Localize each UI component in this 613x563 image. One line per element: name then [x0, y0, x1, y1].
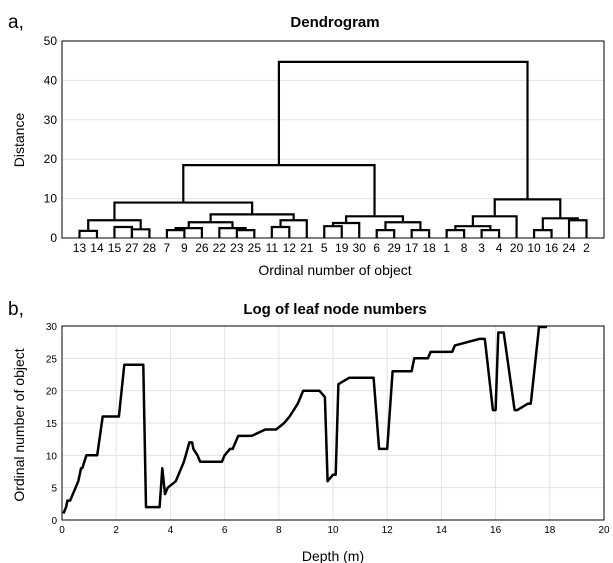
- y-tick-label: 30: [46, 322, 58, 333]
- leaf-label: 14: [90, 241, 104, 255]
- leaf-label: 30: [353, 241, 367, 255]
- y-tick-label: 40: [44, 73, 58, 87]
- leaf-label: 23: [230, 241, 244, 255]
- dendrogram-link: [445, 229, 466, 238]
- dendrogram-link: [130, 228, 151, 238]
- log-y-ticks: 0 5 10 15 20 25 30: [46, 322, 58, 527]
- leaf-label: 20: [510, 241, 524, 255]
- x-tick-label: 14: [436, 525, 448, 536]
- dendrogram-link: [480, 229, 501, 238]
- dendrogram-link: [113, 201, 254, 221]
- leaf-label: 2: [583, 241, 590, 255]
- dendrogram-link: [277, 60, 529, 200]
- x-tick-label: 4: [168, 525, 174, 536]
- y-tick-label: 30: [44, 113, 58, 127]
- dendrogram-link: [384, 221, 422, 231]
- x-tick-label: 0: [59, 525, 65, 536]
- leaf-label: 28: [143, 241, 157, 255]
- leaf-label: 19: [335, 241, 349, 255]
- y-tick-label: 15: [46, 419, 58, 430]
- y-tick-label: 10: [46, 451, 58, 462]
- y-tick-label: 25: [46, 354, 58, 365]
- leaf-label: 17: [405, 241, 419, 255]
- leaf-label: 1: [443, 241, 450, 255]
- dendrogram-link: [410, 229, 431, 238]
- x-tick-label: 6: [222, 525, 228, 536]
- y-tick-label: 0: [50, 231, 57, 245]
- leaf-label: 21: [300, 241, 314, 255]
- y-tick-label: 50: [44, 34, 58, 48]
- leaf-label: 29: [388, 241, 402, 255]
- y-tick-label: 0: [51, 516, 57, 527]
- log-axes-frame: [61, 325, 605, 521]
- leaf-label: 10: [527, 241, 541, 255]
- leaf-label: 27: [125, 241, 139, 255]
- dendrogram-link: [279, 219, 308, 238]
- leaf-label: 12: [283, 241, 297, 255]
- leaf-label: 7: [164, 241, 171, 255]
- log-title: Log of leaf node numbers: [243, 301, 426, 318]
- dendrogram-axes-frame: [61, 40, 605, 239]
- x-tick-label: 2: [113, 525, 119, 536]
- leaf-label: 25: [248, 241, 262, 255]
- leaf-label: 11: [266, 241, 279, 255]
- leaf-label: 8: [461, 241, 468, 255]
- leaf-label: 18: [422, 241, 436, 255]
- x-tick-label: 10: [327, 525, 339, 536]
- leaf-label: 15: [108, 241, 122, 255]
- dendrogram-link: [113, 225, 134, 238]
- leaf-label: 5: [321, 241, 328, 255]
- panel-b-letter: b,: [8, 299, 24, 320]
- log-series-line: [62, 325, 548, 514]
- dendrogram-grid: [62, 40, 604, 239]
- leaf-label: 9: [181, 241, 188, 255]
- leaf-label: 22: [213, 241, 227, 255]
- dendrogram-link: [182, 164, 376, 217]
- dendrogram-link: [235, 229, 256, 238]
- log-x-ticks: 0 2 4 6 8 10 12 14 16 18 20: [59, 525, 610, 536]
- leaf-label: 4: [496, 241, 503, 255]
- dendrogram-link: [567, 219, 588, 238]
- dendrogram-link: [323, 225, 343, 238]
- x-tick-label: 20: [598, 525, 610, 536]
- dendrogram-link: [375, 229, 396, 238]
- x-tick-label: 16: [490, 525, 502, 536]
- log-y-label: Ordinal number of object: [11, 348, 27, 501]
- leaf-label: 16: [545, 241, 559, 255]
- dendrogram-link: [270, 225, 291, 238]
- log-panel: b, Log of leaf node numbers 051015202530…: [8, 299, 610, 563]
- dendrogram-leaf-labels: 13 14 15 27 28 7 9 26 22 23 25 11 12 21 5 19 30 6 29 17 18 1 8…: [73, 241, 590, 255]
- y-tick-label: 5: [51, 484, 57, 495]
- y-tick-label: 20: [44, 152, 58, 166]
- dendrogram-link: [532, 229, 553, 238]
- x-tick-label: 8: [276, 525, 282, 536]
- leaf-label: 13: [73, 241, 87, 255]
- dendrogram-y-ticks: 0 10 20 30 40 50: [44, 34, 58, 245]
- dendrogram-link: [78, 229, 99, 238]
- y-tick-label: 20: [46, 387, 58, 398]
- leaf-label: 6: [373, 241, 380, 255]
- dendrogram-links: [78, 60, 588, 238]
- dendrogram-x-label: Ordinal number of object: [258, 262, 411, 278]
- panel-a-letter: a,: [8, 12, 24, 33]
- leaf-label: 26: [195, 241, 209, 255]
- leaf-label: 3: [478, 241, 485, 255]
- y-tick-label: 10: [44, 192, 58, 206]
- dendrogram-y-label: Distance: [11, 113, 27, 168]
- log-x-label: Depth (m): [302, 548, 364, 563]
- dendrogram-title: Dendrogram: [290, 14, 379, 31]
- x-tick-label: 18: [544, 525, 556, 536]
- dendrogram-link: [165, 229, 186, 238]
- leaf-label: 24: [562, 241, 576, 255]
- x-tick-label: 12: [382, 525, 394, 536]
